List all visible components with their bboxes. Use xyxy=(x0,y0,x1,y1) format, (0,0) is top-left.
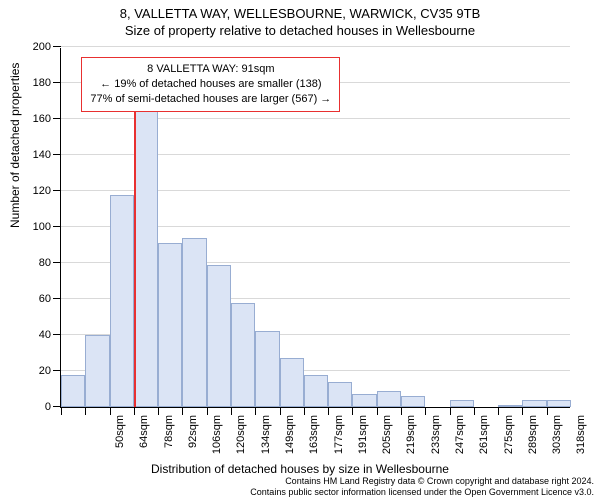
x-tick-label: 78sqm xyxy=(163,415,175,465)
x-tick xyxy=(425,407,426,415)
histogram-bar xyxy=(61,375,85,407)
footer-line-1: Contains HM Land Registry data © Crown c… xyxy=(250,476,594,487)
y-tick xyxy=(53,298,61,299)
y-tick-label: 140 xyxy=(21,149,51,161)
histogram-bar xyxy=(304,375,328,407)
y-tick-label: 120 xyxy=(21,185,51,197)
y-tick xyxy=(53,334,61,335)
x-tick xyxy=(328,407,329,415)
histogram-bar xyxy=(401,396,425,407)
histogram-bar xyxy=(547,400,571,407)
x-tick xyxy=(352,407,353,415)
y-tick xyxy=(53,370,61,371)
y-tick-label: 180 xyxy=(21,77,51,89)
y-tick-label: 200 xyxy=(21,41,51,53)
chart-title-main: 8, VALLETTA WAY, WELLESBOURNE, WARWICK, … xyxy=(0,6,600,21)
histogram-bar xyxy=(280,358,304,407)
x-tick-label: 233sqm xyxy=(430,415,442,465)
x-tick-label: 120sqm xyxy=(235,415,247,465)
x-tick-label: 64sqm xyxy=(138,415,150,465)
x-tick xyxy=(450,407,451,415)
x-tick-label: 289sqm xyxy=(527,415,539,465)
histogram-bar xyxy=(450,400,474,407)
histogram-bar xyxy=(182,238,206,407)
histogram-bar xyxy=(134,79,158,407)
histogram-bar xyxy=(255,331,279,407)
x-tick xyxy=(134,407,135,415)
x-tick-label: 177sqm xyxy=(333,415,345,465)
x-tick xyxy=(182,407,183,415)
chart-title-sub: Size of property relative to detached ho… xyxy=(0,23,600,38)
x-tick xyxy=(547,407,548,415)
y-tick-label: 160 xyxy=(21,113,51,125)
x-tick xyxy=(207,407,208,415)
x-axis-label: Distribution of detached houses by size … xyxy=(0,462,600,476)
x-tick-label: 205sqm xyxy=(381,415,393,465)
histogram-bar xyxy=(110,195,134,407)
y-tick xyxy=(53,406,61,407)
y-tick-label: 100 xyxy=(21,221,51,233)
x-tick xyxy=(474,407,475,415)
x-tick-label: 318sqm xyxy=(575,415,587,465)
x-tick xyxy=(280,407,281,415)
y-tick xyxy=(53,154,61,155)
y-tick-label: 40 xyxy=(21,329,51,341)
histogram-bar xyxy=(158,243,182,407)
y-tick-label: 0 xyxy=(21,401,51,413)
x-tick xyxy=(110,407,111,415)
histogram-bar xyxy=(207,265,231,407)
x-tick xyxy=(304,407,305,415)
x-tick-label: 92sqm xyxy=(187,415,199,465)
histogram-bar xyxy=(85,335,109,407)
y-tick xyxy=(53,46,61,47)
y-tick-label: 80 xyxy=(21,257,51,269)
x-tick xyxy=(401,407,402,415)
info-line-3: 77% of semi-detached houses are larger (… xyxy=(90,92,331,107)
x-tick xyxy=(255,407,256,415)
x-tick-label: 191sqm xyxy=(357,415,369,465)
y-tick xyxy=(53,190,61,191)
y-tick xyxy=(53,82,61,83)
info-callout-box: 8 VALLETTA WAY: 91sqm ← 19% of detached … xyxy=(81,57,340,112)
info-line-1: 8 VALLETTA WAY: 91sqm xyxy=(90,62,331,77)
x-tick-label: 149sqm xyxy=(284,415,296,465)
histogram-bar xyxy=(377,391,401,407)
chart-plot-area: 8 VALLETTA WAY: 91sqm ← 19% of detached … xyxy=(60,48,570,408)
x-tick-label: 275sqm xyxy=(503,415,515,465)
histogram-bar xyxy=(231,303,255,407)
histogram-bar xyxy=(522,400,546,407)
x-tick xyxy=(158,407,159,415)
plot-region: 8 VALLETTA WAY: 91sqm ← 19% of detached … xyxy=(60,48,570,408)
x-tick-label: 50sqm xyxy=(114,415,126,465)
x-tick xyxy=(231,407,232,415)
reference-line xyxy=(134,83,136,407)
x-tick-label: 219sqm xyxy=(405,415,417,465)
x-tick xyxy=(498,407,499,415)
y-tick-label: 20 xyxy=(21,365,51,377)
histogram-bar xyxy=(498,405,522,407)
x-tick-label: 247sqm xyxy=(454,415,466,465)
x-tick xyxy=(61,407,62,415)
x-tick-label: 106sqm xyxy=(211,415,223,465)
y-axis-label: Number of detached properties xyxy=(8,63,22,228)
gridline xyxy=(61,46,570,47)
x-tick xyxy=(85,407,86,415)
footer-line-2: Contains public sector information licen… xyxy=(250,487,594,498)
x-tick-label: 303sqm xyxy=(551,415,563,465)
chart-title-block: 8, VALLETTA WAY, WELLESBOURNE, WARWICK, … xyxy=(0,0,600,38)
x-tick xyxy=(377,407,378,415)
y-tick-label: 60 xyxy=(21,293,51,305)
histogram-bar xyxy=(328,382,352,407)
attribution-footer: Contains HM Land Registry data © Crown c… xyxy=(250,476,594,499)
x-tick xyxy=(522,407,523,415)
x-tick-label: 134sqm xyxy=(260,415,272,465)
x-tick-label: 163sqm xyxy=(308,415,320,465)
info-line-2: ← 19% of detached houses are smaller (13… xyxy=(90,77,331,92)
x-tick-label: 261sqm xyxy=(478,415,490,465)
y-tick xyxy=(53,226,61,227)
y-tick xyxy=(53,262,61,263)
histogram-bar xyxy=(352,394,376,407)
y-tick xyxy=(53,118,61,119)
